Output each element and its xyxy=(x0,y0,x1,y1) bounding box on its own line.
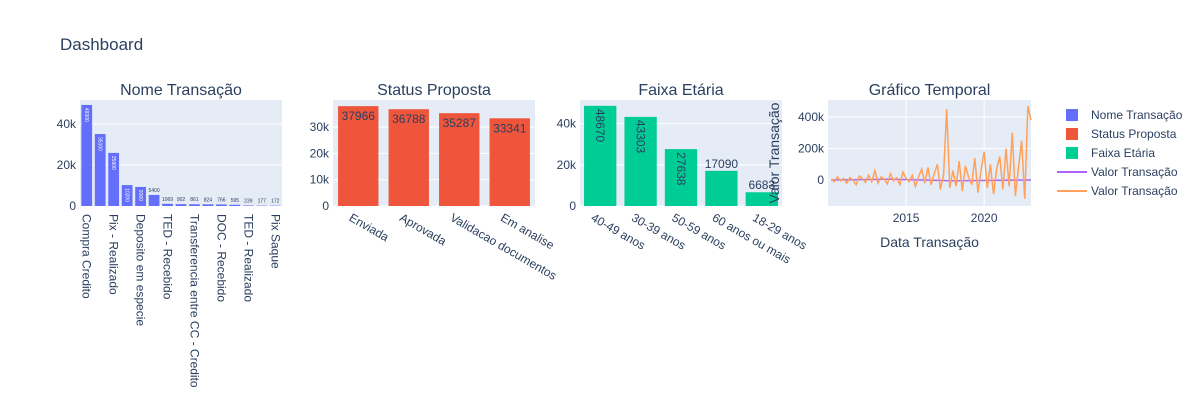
x-tick-label: DOC - Recebido xyxy=(214,214,228,302)
data-label: 824 xyxy=(204,197,213,203)
data-label: 172 xyxy=(271,199,280,205)
bar xyxy=(439,113,480,206)
legend-item[interactable]: Valor Transação xyxy=(1057,184,1178,198)
x-axis-title: Data Transação xyxy=(880,234,979,250)
plot-background xyxy=(828,100,1031,206)
subplot-title: Gráfico Temporal xyxy=(869,82,991,99)
data-label: 35287 xyxy=(443,116,477,130)
data-label: 36788 xyxy=(392,112,426,126)
y-tick-label: 40k xyxy=(57,117,77,131)
y-axis-title: Valor Transação xyxy=(766,102,782,203)
data-label: 9300 xyxy=(137,190,143,201)
legend-item[interactable]: Faixa Etária xyxy=(1066,146,1155,160)
y-tick-label: 20k xyxy=(57,158,77,172)
bar xyxy=(189,204,200,206)
x-tick-label: Pix Saque xyxy=(268,214,282,269)
bar xyxy=(121,185,133,206)
bar xyxy=(489,118,530,206)
y-tick-label: 0 xyxy=(817,173,824,187)
line-series xyxy=(830,105,1032,199)
bar xyxy=(229,204,241,206)
x-tick-label: Pix - Realizado xyxy=(107,214,121,295)
data-label: 177 xyxy=(258,199,267,205)
dashboard-title: Dashboard xyxy=(60,35,143,54)
x-tick-label: TED - Recebido xyxy=(161,214,175,300)
data-label: 27638 xyxy=(674,152,688,186)
x-tick-label: 2015 xyxy=(893,211,920,225)
y-tick-label: 40k xyxy=(557,117,577,131)
data-label: 43303 xyxy=(633,120,647,154)
legend-label: Valor Transação xyxy=(1091,165,1178,179)
bar xyxy=(135,186,146,206)
data-label: 25900 xyxy=(110,156,116,170)
x-tick-label: Aprovada xyxy=(397,210,449,248)
legend-swatch xyxy=(1066,147,1078,159)
data-label: 48670 xyxy=(593,109,607,143)
legend-label: Faixa Etária xyxy=(1091,146,1155,160)
data-label: 239 xyxy=(244,199,253,205)
x-tick-label: Deposito em especie xyxy=(134,214,148,326)
x-tick-label: Compra Credito xyxy=(80,214,94,299)
data-label: 6683 xyxy=(748,178,775,192)
data-label: 17090 xyxy=(705,157,739,171)
legend-item[interactable]: Nome Transação xyxy=(1066,108,1183,122)
y-tick-label: 0 xyxy=(322,199,329,213)
bar xyxy=(664,149,698,206)
data-label: 49300 xyxy=(83,108,89,122)
x-tick-label: Enviada xyxy=(347,210,392,244)
legend-swatch xyxy=(1066,109,1078,121)
bar xyxy=(388,109,429,206)
bar xyxy=(624,116,657,206)
subplot-title: Status Proposta xyxy=(377,82,491,99)
y-tick-label: 20k xyxy=(310,146,330,160)
data-label: 1069 xyxy=(162,197,173,203)
y-tick-label: 0 xyxy=(69,199,76,213)
y-tick-label: 20k xyxy=(557,158,577,172)
y-tick-label: 400k xyxy=(798,110,825,124)
data-label: 595 xyxy=(231,198,240,204)
x-tick-label: 2020 xyxy=(971,211,998,225)
legend-label: Nome Transação xyxy=(1091,108,1183,122)
bar xyxy=(202,204,214,206)
data-label: 861 xyxy=(190,197,199,203)
bar xyxy=(162,203,173,206)
legend-item[interactable]: Valor Transação xyxy=(1057,165,1178,179)
legend-item[interactable]: Status Proposta xyxy=(1066,127,1177,141)
bar xyxy=(338,106,379,206)
data-label: 37966 xyxy=(342,109,376,123)
data-label: 902 xyxy=(177,197,186,203)
legend-label: Status Proposta xyxy=(1091,127,1177,141)
bar xyxy=(705,170,738,206)
y-tick-label: 10k xyxy=(310,173,330,187)
y-tick-label: 30k xyxy=(310,120,330,134)
x-tick-label: TED - Realizado xyxy=(241,214,255,302)
legend-swatch xyxy=(1066,128,1078,140)
bar xyxy=(108,152,120,206)
bar xyxy=(175,204,187,206)
data-label: 766 xyxy=(217,197,226,203)
y-tick-label: 200k xyxy=(798,142,825,156)
bar xyxy=(216,204,227,206)
bar xyxy=(81,104,93,206)
data-label: 35100 xyxy=(96,137,102,151)
bar xyxy=(745,192,778,206)
data-label: 10200 xyxy=(123,188,129,202)
data-label: 33341 xyxy=(493,121,527,135)
y-tick-label: 0 xyxy=(569,199,576,213)
x-tick-label: Transferencia entre CC - Credito xyxy=(187,214,201,388)
data-label: 5400 xyxy=(149,188,160,194)
bar xyxy=(584,105,617,206)
bar xyxy=(148,194,160,206)
bar xyxy=(94,134,106,206)
subplot-title: Faixa Etária xyxy=(638,82,723,99)
subplot-title: Nome Transação xyxy=(120,82,242,99)
legend-label: Valor Transação xyxy=(1091,184,1178,198)
